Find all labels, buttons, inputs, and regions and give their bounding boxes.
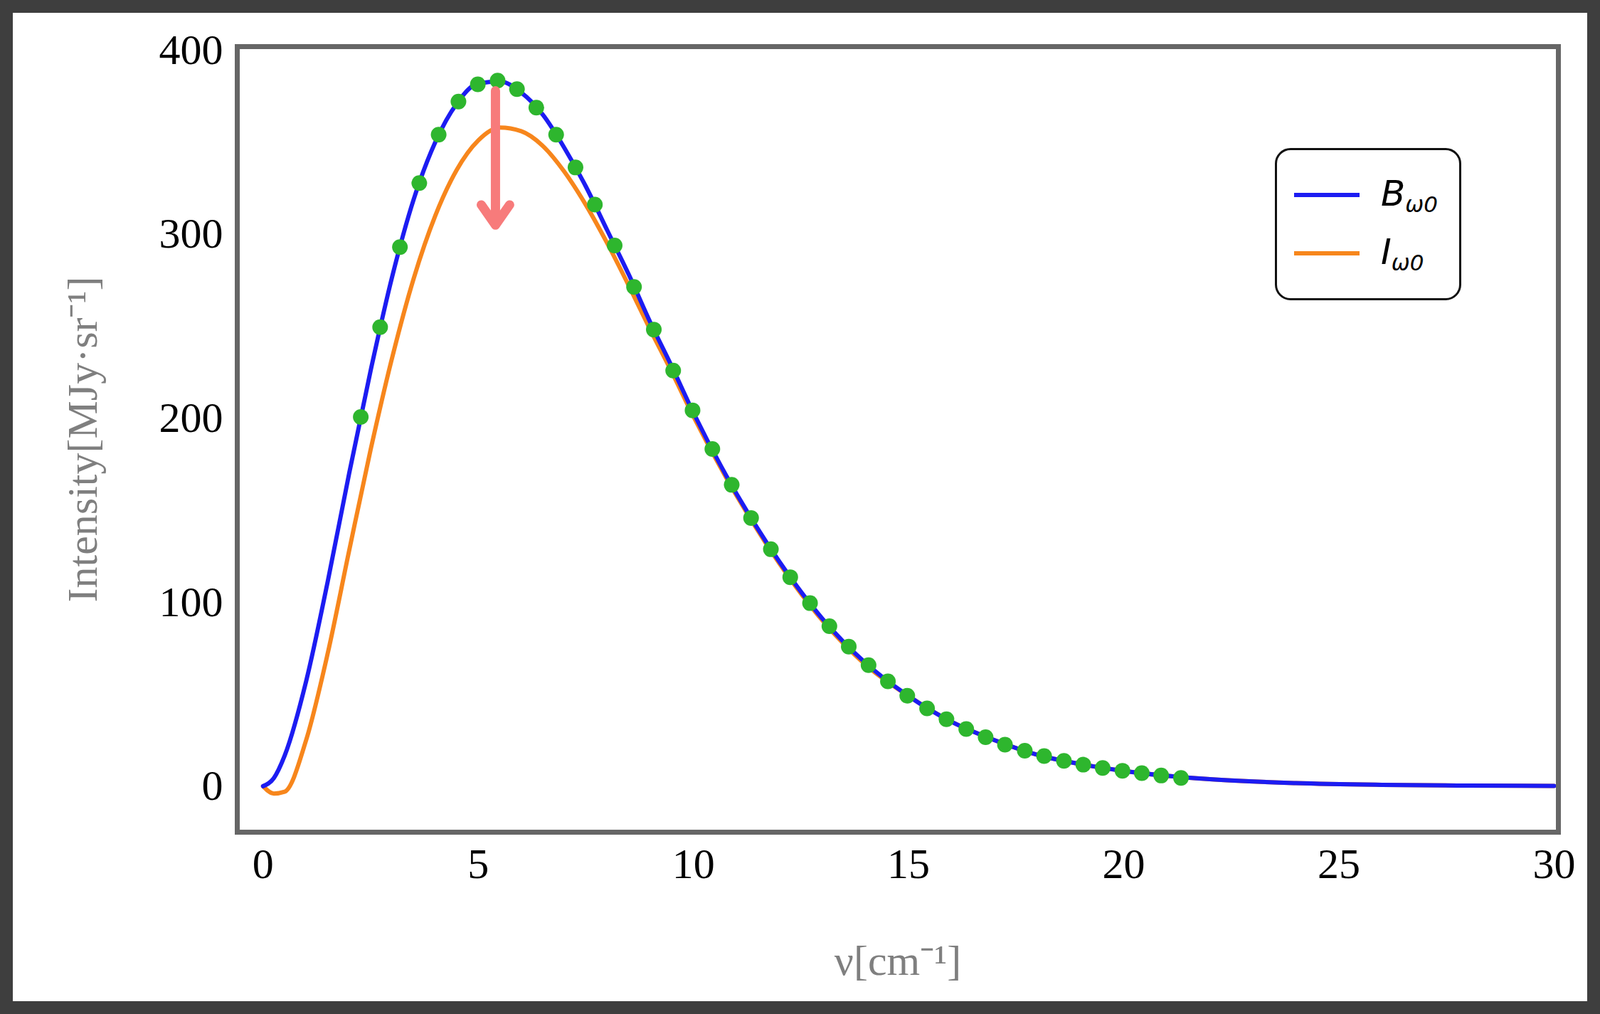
svg-text:30: 30 bbox=[1532, 840, 1576, 888]
svg-text:ν[cm⁻¹]: ν[cm⁻¹] bbox=[834, 936, 962, 984]
svg-text:100: 100 bbox=[159, 578, 224, 626]
svg-text:200: 200 bbox=[159, 394, 224, 442]
html-text:Iω0: Iω0 bbox=[1380, 231, 1424, 276]
svg-text:0: 0 bbox=[202, 761, 224, 809]
svg-text:Intensity[MJy·sr⁻¹]: Intensity[MJy·sr⁻¹] bbox=[59, 276, 107, 603]
svg-text:20: 20 bbox=[1102, 840, 1146, 888]
html-text:Bω0: Bω0 bbox=[1380, 172, 1438, 218]
svg-text:15: 15 bbox=[887, 840, 930, 888]
svg-text:5: 5 bbox=[467, 840, 489, 888]
svg-text:0: 0 bbox=[252, 840, 274, 888]
svg-text:10: 10 bbox=[672, 840, 715, 888]
svg-text:300: 300 bbox=[159, 209, 224, 257]
svg-text:25: 25 bbox=[1317, 840, 1361, 888]
svg-text:400: 400 bbox=[159, 26, 224, 74]
